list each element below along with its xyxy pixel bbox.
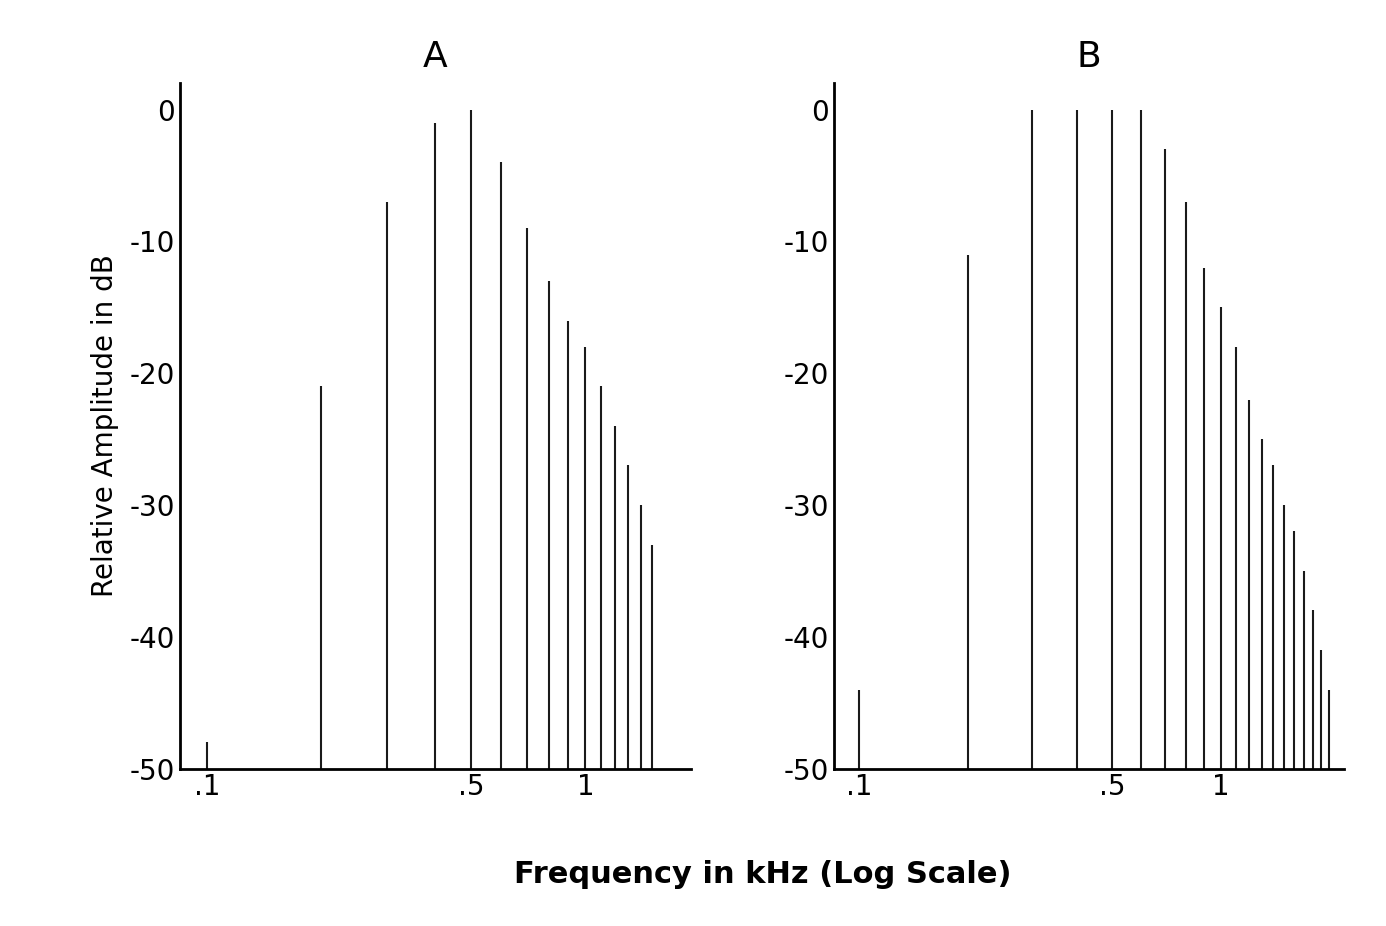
Title: A: A (423, 40, 448, 74)
Text: Frequency in kHz (Log Scale): Frequency in kHz (Log Scale) (514, 860, 1010, 889)
Y-axis label: Relative Amplitude in dB: Relative Amplitude in dB (90, 255, 119, 597)
Title: B: B (1077, 40, 1102, 74)
